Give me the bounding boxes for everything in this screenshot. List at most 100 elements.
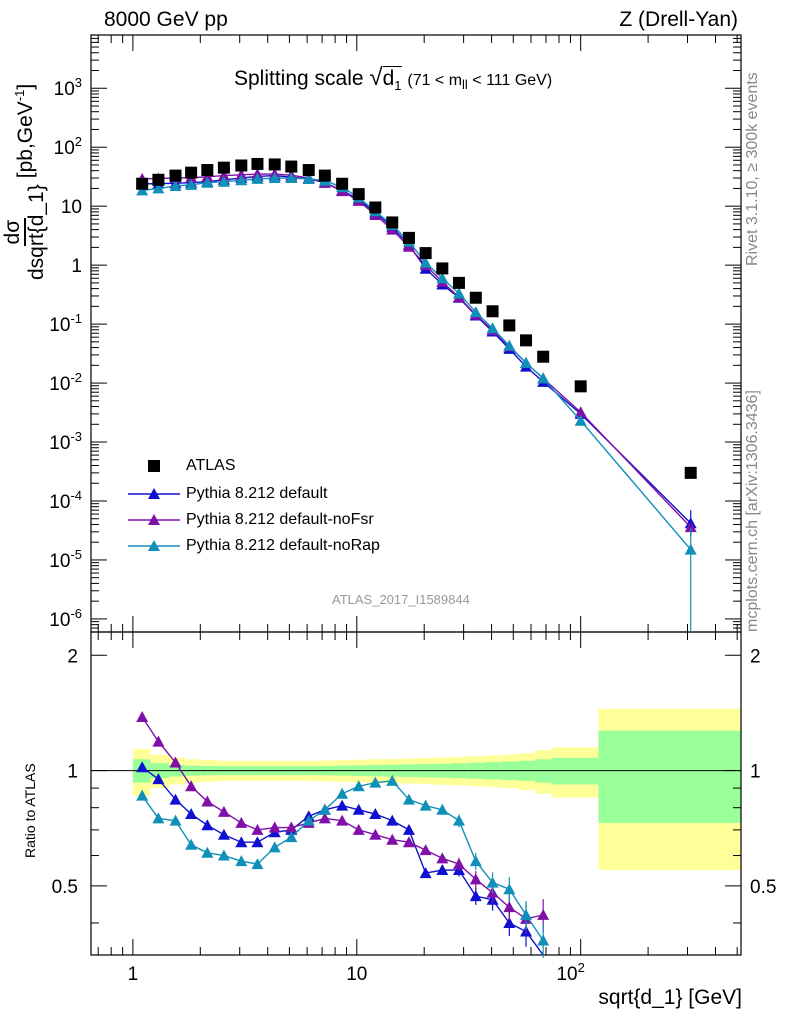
data-point-atlas xyxy=(169,169,182,182)
legend-label-norap: Pythia 8.212 default-noRap xyxy=(186,537,380,554)
ratio-point-mc xyxy=(251,836,264,848)
process-label: Z (Drell-Yan) xyxy=(619,8,738,31)
ratio-point-mc xyxy=(520,908,533,920)
ratio-point-mc xyxy=(169,793,182,805)
ratio-point-mc xyxy=(402,823,415,835)
data-point-mc xyxy=(520,356,533,368)
ratio-point-mc xyxy=(302,814,315,826)
ratio-point-mc xyxy=(352,780,365,792)
ratio-point-mc xyxy=(201,846,214,858)
ratio-point-mc xyxy=(136,789,149,801)
ratio-point-mc xyxy=(419,867,432,879)
data-point-atlas xyxy=(251,157,264,170)
y-tick-label-ratio-right: 0.5 xyxy=(750,877,776,898)
y-tick-label: 10 xyxy=(61,197,82,218)
data-point-atlas xyxy=(537,350,550,363)
data-point-atlas xyxy=(684,466,697,479)
y-tick-label-ratio: 0.5 xyxy=(52,877,78,898)
data-point-mc xyxy=(201,170,214,182)
data-point-mc xyxy=(251,172,264,184)
data-point-mc xyxy=(185,178,198,190)
data-point-mc xyxy=(235,174,248,186)
ratio-point-mc xyxy=(537,908,550,920)
ratio-point-mc xyxy=(201,819,214,831)
analysis-id: ATLAS_2017_I1589844 xyxy=(332,592,470,607)
data-point-atlas xyxy=(217,161,230,174)
data-point-mc xyxy=(169,179,182,191)
data-point-mc xyxy=(419,256,432,268)
ratio-point-mc xyxy=(285,821,298,833)
data-point-mc xyxy=(469,306,482,318)
ratio-point-mc xyxy=(185,838,198,850)
data-point-mc xyxy=(537,372,550,384)
ratio-point-mc xyxy=(436,864,449,876)
ratio-point-mc xyxy=(185,780,198,792)
beam-label: 8000 GeV pp xyxy=(104,8,228,31)
ratio-point-mc xyxy=(386,833,399,845)
legend-marker-atlas xyxy=(148,460,160,472)
data-point-mc xyxy=(574,414,587,426)
y-tick-label: 102 xyxy=(54,134,82,159)
data-point-atlas xyxy=(285,160,298,173)
ratio-point-mc xyxy=(152,735,165,747)
ratio-point-mc xyxy=(369,828,382,840)
ratio-point-mc xyxy=(152,773,165,785)
data-point-atlas xyxy=(268,158,281,171)
ratio-point-mc xyxy=(152,812,165,824)
ratio-point-mc xyxy=(352,823,365,835)
ratio-point-mc xyxy=(217,828,230,840)
data-point-atlas xyxy=(235,159,248,172)
y-axis-label-main: dσ dsqrt{d_1} [pb,GeV-1] xyxy=(1,83,48,280)
ratio-point-mc xyxy=(503,916,516,928)
data-point-atlas xyxy=(520,334,533,347)
y-axis-label-ratio: Ratio to ATLAS xyxy=(22,763,38,858)
ratio-plot-frame xyxy=(90,631,742,956)
data-point-atlas xyxy=(302,164,315,177)
y-tick-label-ratio: 1 xyxy=(67,762,78,783)
legend-label-atlas: ATLAS xyxy=(186,457,236,474)
data-point-mc xyxy=(201,176,214,188)
y-tick-label: 10-6 xyxy=(49,606,82,631)
ratio-point-mc xyxy=(235,836,248,848)
ratio-point-mc xyxy=(235,816,248,828)
x-tick-label: 1 xyxy=(128,964,139,985)
ratio-point-mc xyxy=(402,836,415,848)
ratio-point-mc xyxy=(436,852,449,864)
x-tick-label: 10 xyxy=(346,964,367,985)
ratio-point-mc xyxy=(268,821,281,833)
ratio-point-mc xyxy=(217,849,230,861)
data-point-atlas xyxy=(402,231,415,244)
y-tick-label: 10-5 xyxy=(49,547,82,572)
data-point-mc xyxy=(436,272,449,284)
ratio-point-mc xyxy=(369,776,382,788)
ratio-point-mc xyxy=(419,844,432,856)
y-tick-label: 1 xyxy=(71,256,82,277)
ratio-point-mc xyxy=(469,855,482,867)
x-axis-label: sqrt{d_1} [GeV] xyxy=(598,986,742,1009)
data-point-mc xyxy=(452,287,465,299)
ratio-point-mc xyxy=(235,855,248,867)
title-prefix: Splitting scale xyxy=(234,67,364,90)
sqrt-sign: √ xyxy=(369,64,383,91)
ratio-point-mc xyxy=(436,803,449,815)
ratio-point-mc xyxy=(537,934,550,946)
ratio-point-mc xyxy=(452,858,465,870)
ratio-point-mc xyxy=(386,814,399,826)
ratio-point-mc xyxy=(503,901,516,913)
legend-marker-mc xyxy=(148,488,160,499)
ratio-point-mc xyxy=(369,808,382,820)
ratio-point-mc xyxy=(185,808,198,820)
uncertainty-band-green xyxy=(551,757,599,785)
data-point-mc xyxy=(217,175,230,187)
legend-marker-mc xyxy=(148,514,160,525)
data-point-atlas xyxy=(136,177,149,190)
ratio-point-mc xyxy=(217,805,230,817)
ratio-point-mc xyxy=(503,883,516,895)
y-tick-label: 10-3 xyxy=(49,429,82,454)
ratio-point-mc xyxy=(251,823,264,835)
plot-title: Splitting scale √d1 (71 < mll < 111 GeV) xyxy=(234,64,552,93)
data-point-mc xyxy=(486,322,499,334)
legend-marker-mc xyxy=(148,540,160,551)
data-point-mc xyxy=(136,184,149,196)
